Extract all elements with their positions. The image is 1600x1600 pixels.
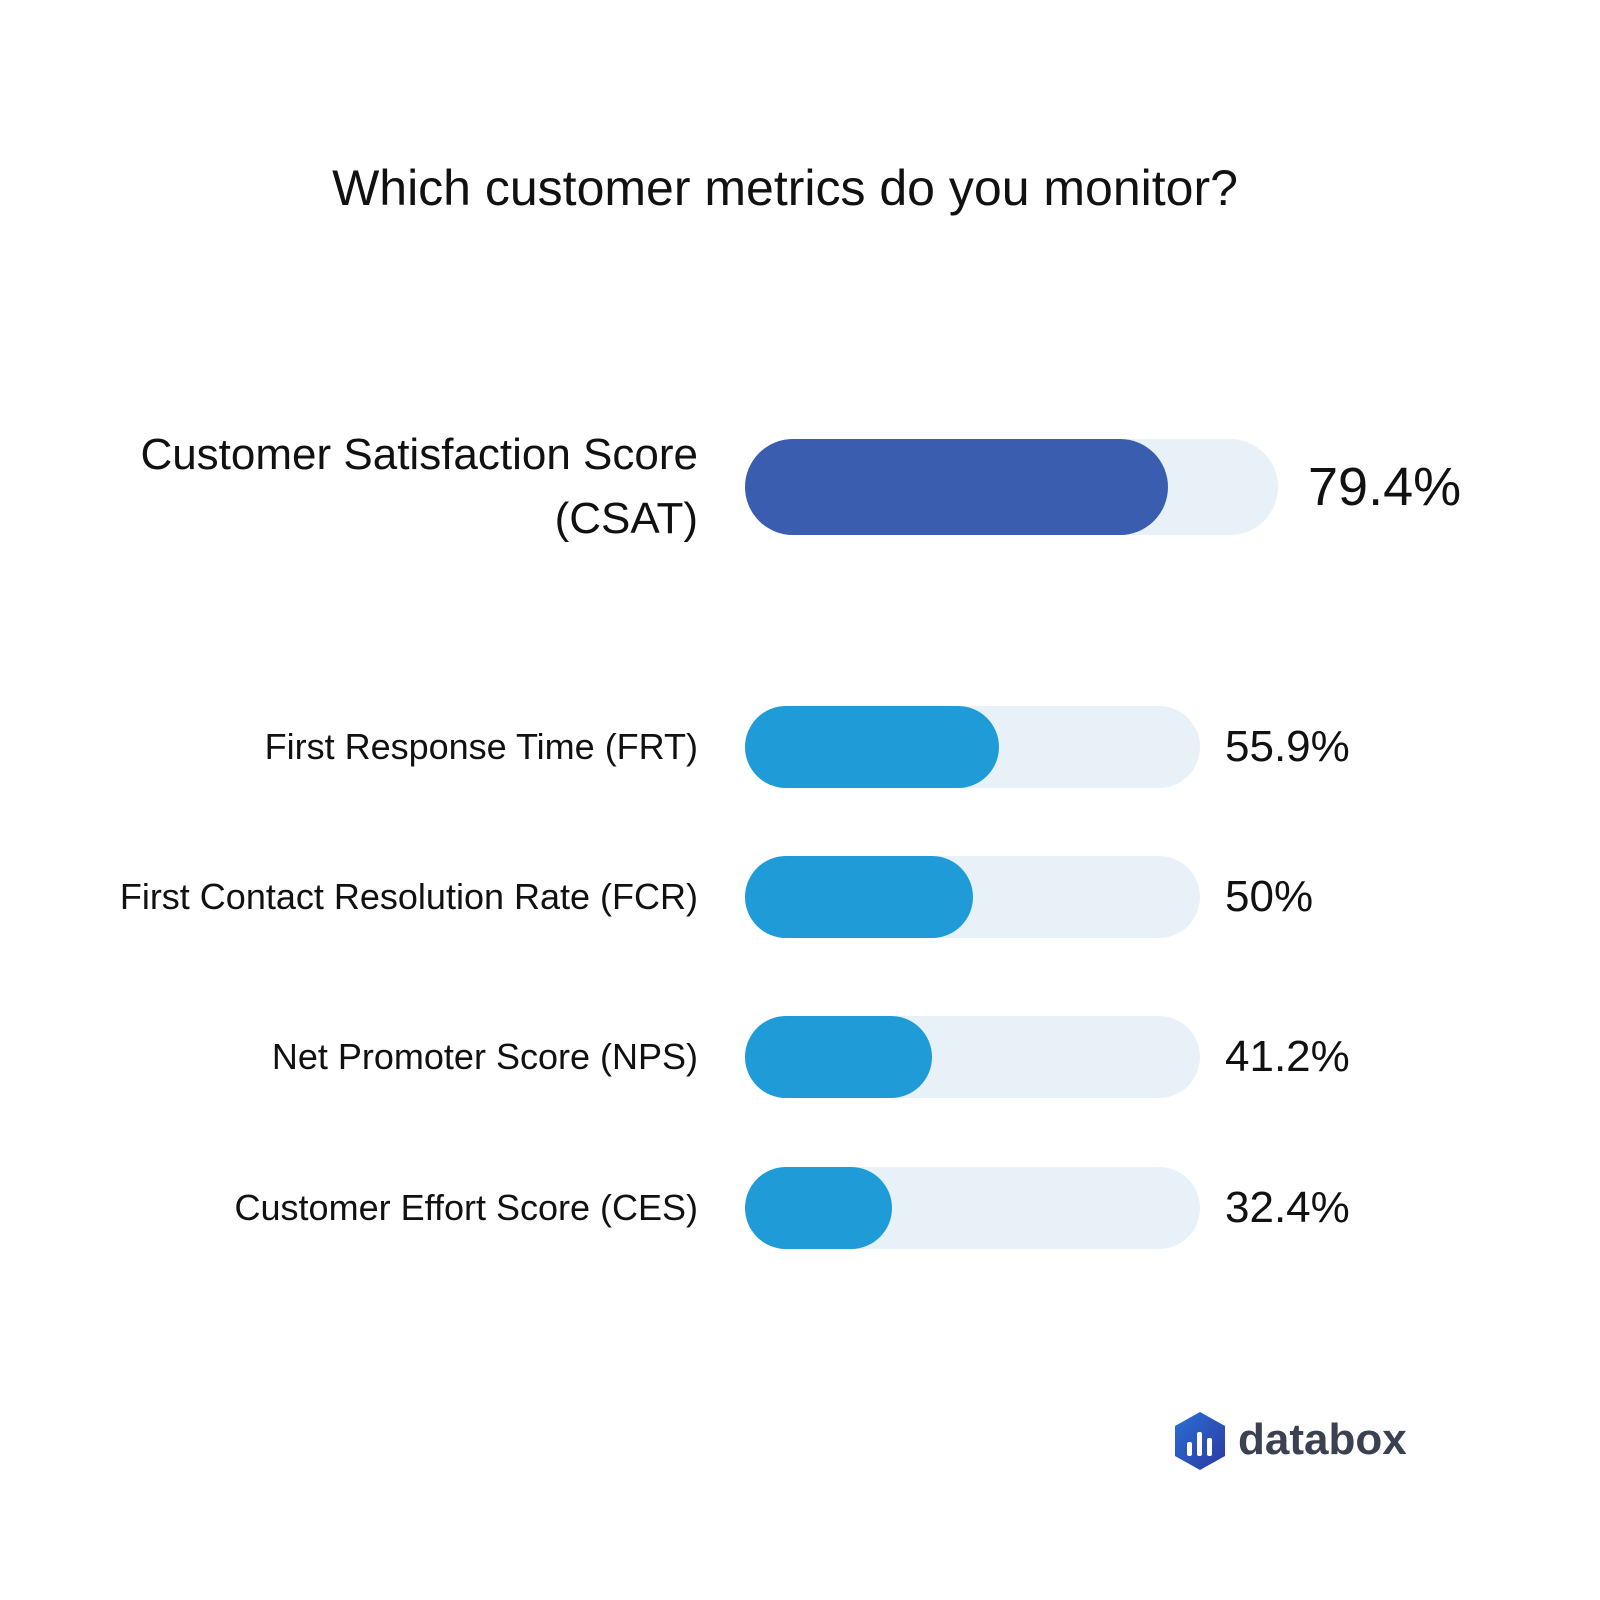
brand-logo xyxy=(1175,1412,1225,1470)
value-label: 32.4% xyxy=(1225,1182,1350,1232)
category-label: First Contact Resolution Rate (FCR) xyxy=(119,876,698,917)
bar xyxy=(745,856,973,938)
chart-title: Which customer metrics do you monitor? xyxy=(332,160,1238,216)
brand-name: databox xyxy=(1238,1415,1407,1464)
value-label: 55.9% xyxy=(1225,721,1350,771)
category-label: Customer Satisfaction Score (CSAT) xyxy=(140,430,698,543)
bar xyxy=(745,706,1000,788)
category-label: First Response Time (FRT) xyxy=(264,726,698,767)
bar xyxy=(745,439,1169,535)
value-label: 79.4% xyxy=(1308,456,1462,517)
value-label: 41.2% xyxy=(1225,1031,1350,1081)
bar xyxy=(745,1016,933,1098)
value-label: 50% xyxy=(1225,871,1314,921)
category-label: Net Promoter Score (NPS) xyxy=(271,1036,698,1077)
category-label: Customer Effort Score (CES) xyxy=(234,1187,698,1228)
bar xyxy=(745,1167,893,1249)
